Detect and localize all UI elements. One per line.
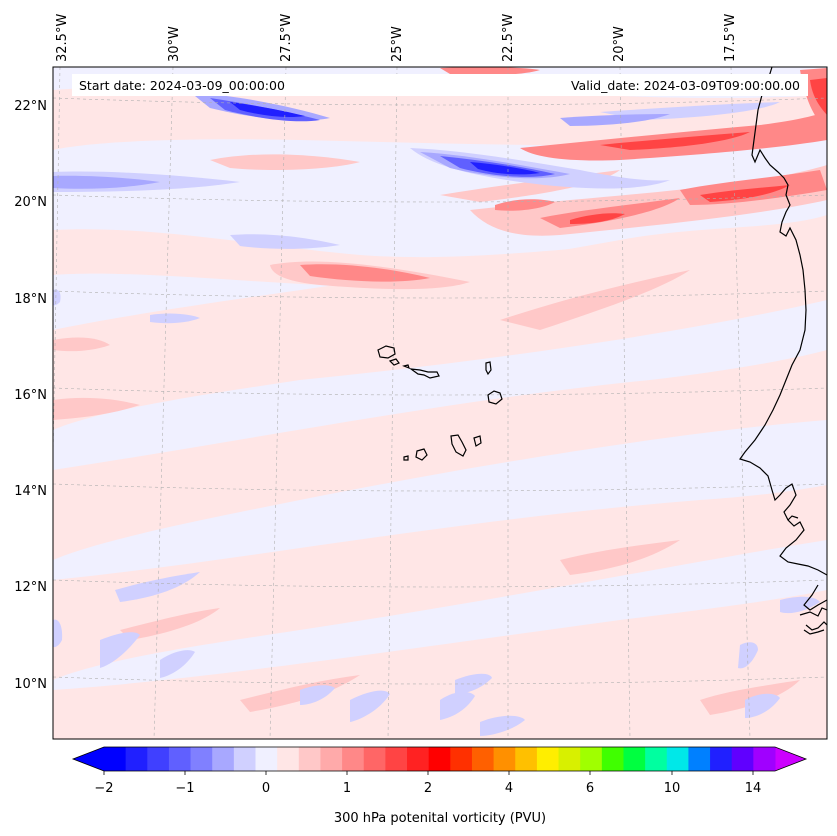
cb-tick-label: 4 — [505, 781, 513, 796]
valid-date-text: Valid_date: 2024-03-09T09:00:00.00 — [571, 78, 800, 93]
colorbar-swatch — [623, 747, 646, 771]
cape-verde-islands — [377, 345, 503, 461]
latitude-labels: 22°N 20°N 18°N 16°N 14°N 12°N 10°N — [14, 99, 47, 692]
colorbar-swatch — [450, 747, 473, 771]
lon-label-25w: 25°W — [390, 26, 405, 62]
start-date-text: Start date: 2024-03-09_00:00:00 — [79, 78, 285, 93]
colorbar-swatch — [601, 747, 624, 771]
island-santiago — [450, 434, 467, 457]
island-sal — [485, 361, 492, 376]
colorbar-swatch — [298, 747, 321, 771]
lat-label-18n: 18°N — [14, 292, 47, 307]
colorbar-extend-high — [775, 747, 806, 771]
colorbar-swatch — [212, 747, 235, 771]
colorbar-swatch — [125, 747, 148, 771]
island-boa-vista — [487, 390, 503, 405]
longitude-labels: 32.5°W 30°W 27.5°W 25°W 22.5°W 20°W 17.5… — [55, 14, 738, 62]
colorbar-title: 300 hPa potenital vorticity (PVU) — [334, 811, 546, 826]
island-santa-luzia — [402, 364, 410, 370]
pv-strongest-blue-streaks — [230, 102, 540, 175]
colorbar-swatch — [233, 747, 257, 771]
colorbar-swatch — [645, 747, 668, 771]
lon-label-27-5w: 27.5°W — [279, 14, 294, 62]
colorbar-swatch — [385, 747, 408, 771]
colorbar-swatch — [710, 747, 733, 771]
colorbar-ticks — [103, 771, 754, 775]
cb-tick-label: 2 — [424, 781, 432, 796]
info-banner — [72, 74, 808, 96]
lon-label-32-5w: 32.5°W — [55, 14, 70, 62]
colorbar-swatch — [147, 747, 170, 771]
lon-label-22-5w: 22.5°W — [501, 14, 516, 62]
cb-tick-label: 6 — [586, 781, 594, 796]
map-panel — [53, 67, 827, 739]
colorbar-swatch — [320, 747, 343, 771]
colorbar-extend-low — [73, 747, 104, 771]
colorbar-swatch — [753, 747, 776, 771]
cb-tick-label: −1 — [175, 781, 194, 796]
island-santo-antao — [377, 345, 396, 359]
island-brava — [403, 455, 409, 461]
map-frame — [52, 66, 828, 740]
cb-tick-label: 14 — [745, 781, 762, 796]
colorbar-swatch — [493, 747, 516, 771]
colorbar-swatch — [104, 747, 127, 771]
colorbar-swatch — [688, 747, 711, 771]
colorbar-tick-labels: −2 −1 0 1 2 4 6 10 14 — [94, 781, 761, 796]
colorbar-swatch — [731, 747, 754, 771]
colorbar-swatch — [515, 747, 538, 771]
colorbar-swatch — [558, 747, 581, 771]
colorbar-swatch — [471, 747, 495, 771]
colorbar-swatches — [104, 747, 776, 771]
colorbar-swatch — [428, 747, 451, 771]
lon-label-17-5w: 17.5°W — [723, 14, 738, 62]
lat-label-14n: 14°N — [14, 484, 47, 499]
island-sao-vicente — [388, 358, 400, 366]
lat-label-20n: 20°N — [14, 195, 47, 210]
colorbar-swatch — [407, 747, 430, 771]
lon-label-20w: 20°W — [612, 26, 627, 62]
colorbar-swatch — [255, 747, 278, 771]
colorbar-swatch — [168, 747, 192, 771]
colorbar-swatch — [666, 747, 689, 771]
colorbar-swatch — [277, 747, 300, 771]
colorbar-swatch — [190, 747, 213, 771]
graticule — [53, 67, 827, 739]
colorbar-swatch — [580, 747, 603, 771]
cb-tick-label: 0 — [262, 781, 270, 796]
colorbar-swatch — [536, 747, 560, 771]
cb-tick-label: −2 — [94, 781, 113, 796]
colorbar-swatch — [342, 747, 365, 771]
island-maio — [473, 435, 482, 447]
lat-label-12n: 12°N — [14, 580, 47, 595]
cb-tick-label: 10 — [664, 781, 681, 796]
colorbar-swatch — [363, 747, 386, 771]
lat-label-10n: 10°N — [14, 677, 47, 692]
island-sao-nicolau — [408, 368, 440, 379]
island-fogo — [415, 448, 428, 461]
cb-tick-label: 1 — [343, 781, 351, 796]
pv-strong-red-streaks — [570, 78, 827, 224]
lat-label-16n: 16°N — [14, 388, 47, 403]
lon-label-30w: 30°W — [167, 26, 182, 62]
pv-light-pink-areas — [53, 84, 827, 739]
west-africa-coastline — [739, 67, 827, 635]
colorbar: −2 −1 0 1 2 4 6 10 14 300 hPa potenital … — [71, 746, 808, 826]
lat-label-22n: 22°N — [14, 99, 47, 114]
